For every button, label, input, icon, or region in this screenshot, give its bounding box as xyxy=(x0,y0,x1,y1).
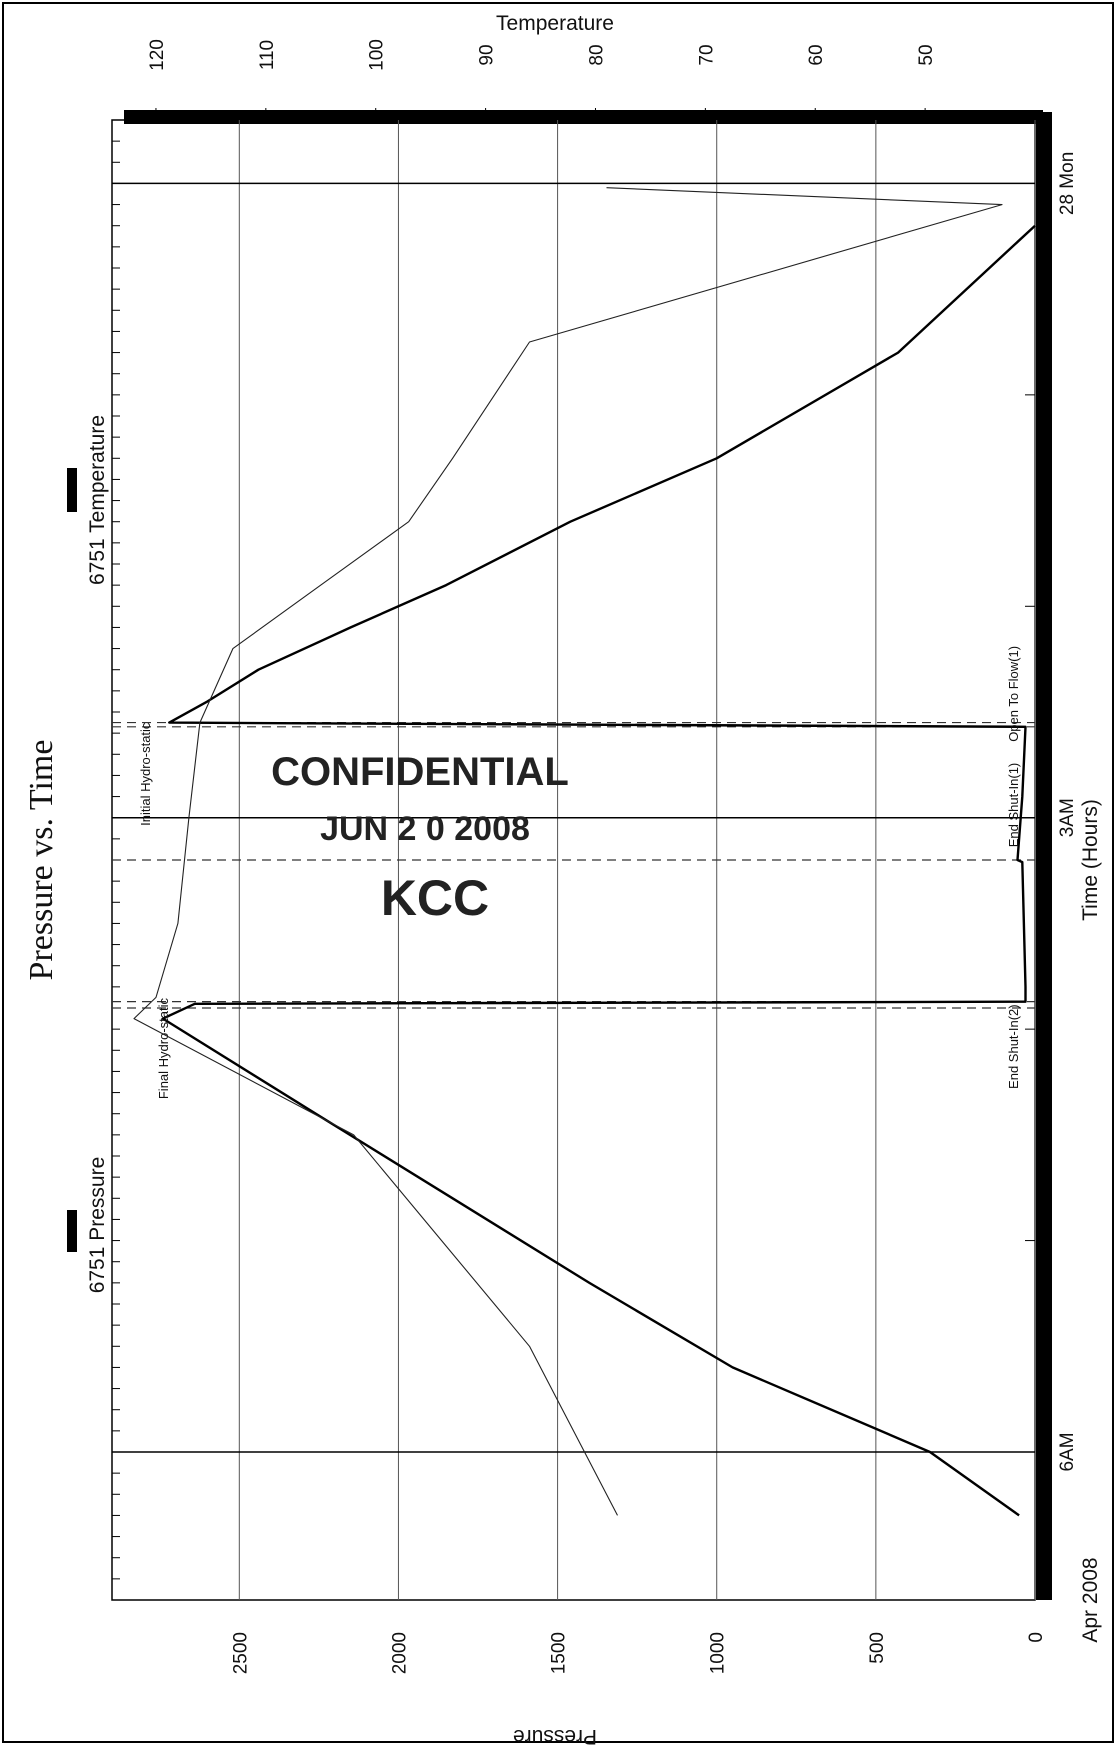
temperature-tick-label: 80 xyxy=(586,44,607,65)
event-label: Initial Hydro-static xyxy=(138,722,153,826)
temperature-tick-label: 70 xyxy=(696,44,717,65)
temperature-tick-label: 60 xyxy=(806,44,827,65)
temperature-tick-label: 90 xyxy=(477,44,498,65)
event-label: Final Hydro-static xyxy=(156,998,171,1100)
pressure-axis-label: Pressure xyxy=(513,1725,597,1745)
temperature-series-line xyxy=(133,187,1003,1516)
chart-title: Pressure vs. Time xyxy=(23,740,60,981)
plot-layer xyxy=(67,108,1052,1601)
event-label: End Shut-In(2) xyxy=(1006,1004,1021,1089)
time-tick-label: 3AM xyxy=(1057,798,1078,837)
temperature-tick-label: 110 xyxy=(257,40,278,70)
temperature-tick-label: 120 xyxy=(147,39,168,71)
pressure-tick-label: 0 xyxy=(1026,1632,1047,1643)
stamp-kcc: KCC xyxy=(381,870,489,926)
pressure-tick-label: 1000 xyxy=(708,1632,729,1674)
pressure-tick-label: 2000 xyxy=(389,1632,410,1674)
pressure-series-line xyxy=(161,224,1036,1517)
time-tick-label: 6AM xyxy=(1057,1432,1078,1471)
event-label: End Shut-In(1) xyxy=(1006,763,1021,848)
pressure-tick-label: 2500 xyxy=(230,1632,251,1674)
date-label: Apr 2008 xyxy=(1079,1557,1102,1642)
pressure-legend-label: 6751 Pressure xyxy=(86,1157,109,1294)
temperature-tick-label: 50 xyxy=(916,44,937,65)
stamp-date: JUN 2 0 2008 xyxy=(320,810,530,848)
temperature-tick-label: 100 xyxy=(367,39,388,71)
time-axis-label: Time (Hours) xyxy=(1079,799,1102,921)
temperature-legend-label: 6751 Temperature xyxy=(86,415,109,585)
temperature-axis-label: Temperature xyxy=(496,12,614,35)
time-tick-label: 28 Mon xyxy=(1057,152,1078,215)
event-label: Open To Flow(1) xyxy=(1006,646,1021,742)
label-layer: 0 500 1000 1500 2000 2500 50 60 70 80 90 100 110 120 2… xyxy=(23,12,1102,1745)
stamp-confidential: CONFIDENTIAL xyxy=(271,750,569,794)
pressure-tick-label: 1500 xyxy=(549,1632,570,1674)
pressure-tick-label: 500 xyxy=(867,1632,888,1664)
